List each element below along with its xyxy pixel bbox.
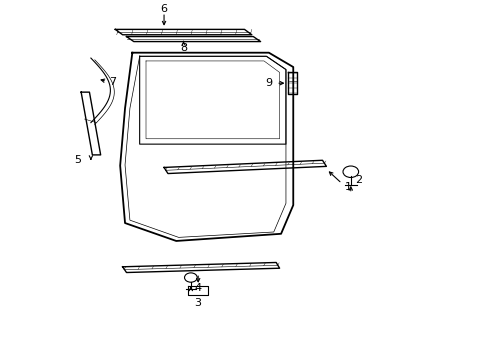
Text: 7: 7 — [109, 77, 116, 87]
Text: 9: 9 — [264, 78, 271, 88]
Text: 3: 3 — [194, 298, 201, 308]
Text: 1: 1 — [344, 182, 351, 192]
Text: 5: 5 — [74, 155, 81, 165]
Text: 8: 8 — [180, 43, 187, 53]
Text: 4: 4 — [194, 283, 202, 293]
Text: 6: 6 — [160, 4, 167, 14]
Text: 2: 2 — [355, 175, 362, 185]
